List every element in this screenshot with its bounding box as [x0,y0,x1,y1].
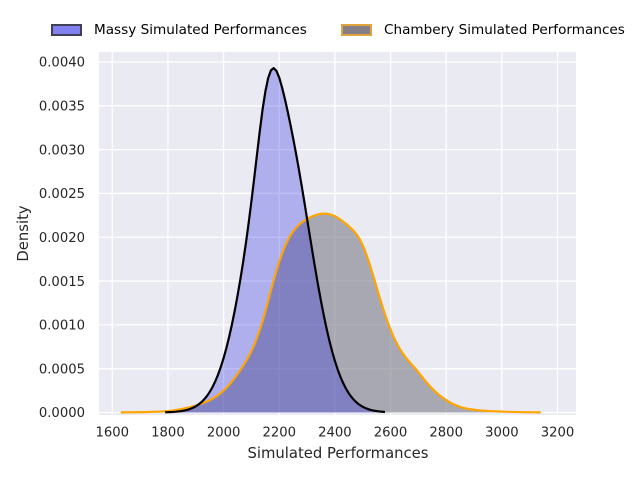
chambery-legend-label: Chambery Simulated Performances [384,21,625,38]
legend: Massy Simulated Performances Chambery Si… [0,0,640,48]
x-tick-label: 2800 [429,426,463,441]
y-tick-label: 0.0020 [39,231,85,246]
density-series [120,67,541,414]
x-tick-label: 3200 [541,426,575,441]
massy-legend-label: Massy Simulated Performances [94,21,307,38]
y-tick-label: 0.0030 [39,143,85,158]
x-tick-label: 2200 [262,426,296,441]
chambery-density-fill [120,213,541,413]
legend-item-massy: Massy Simulated Performances [51,22,307,38]
y-tick-label: 0.0010 [39,319,85,334]
x-tick-label: 2400 [318,426,352,441]
massy-density-fill [165,68,385,413]
y-tick-label: 0.0025 [39,187,85,202]
x-tick-label: 1800 [151,426,185,441]
y-tick-label: 0.0040 [39,56,85,71]
y-tick-labels: 0.0000 0.0005 0.0010 0.0015 0.0020 0.0025 0.00… [39,56,85,421]
x-axis-label: Simulated Performances [248,445,429,462]
x-tick-labels: 1600 1800 2000 2200 2400 2600 2800 3000 3200 [96,426,575,441]
y-axis-label: Density [15,205,32,261]
y-tick-label: 0.0005 [39,362,85,377]
x-tick-label: 1600 [96,426,130,441]
chambery-density-line [120,212,541,414]
y-tick-label: 0.0015 [39,275,85,290]
y-tick-label: 0.0000 [39,406,85,421]
y-tick-label: 0.0035 [39,100,85,115]
x-tick-label: 3000 [485,426,519,441]
legend-item-chambery: Chambery Simulated Performances [341,22,625,38]
x-tick-label: 2600 [374,426,408,441]
chambery-legend-swatch [341,23,372,36]
massy-density-line [165,67,386,414]
massy-legend-swatch [51,23,82,36]
x-tick-label: 2000 [207,426,241,441]
